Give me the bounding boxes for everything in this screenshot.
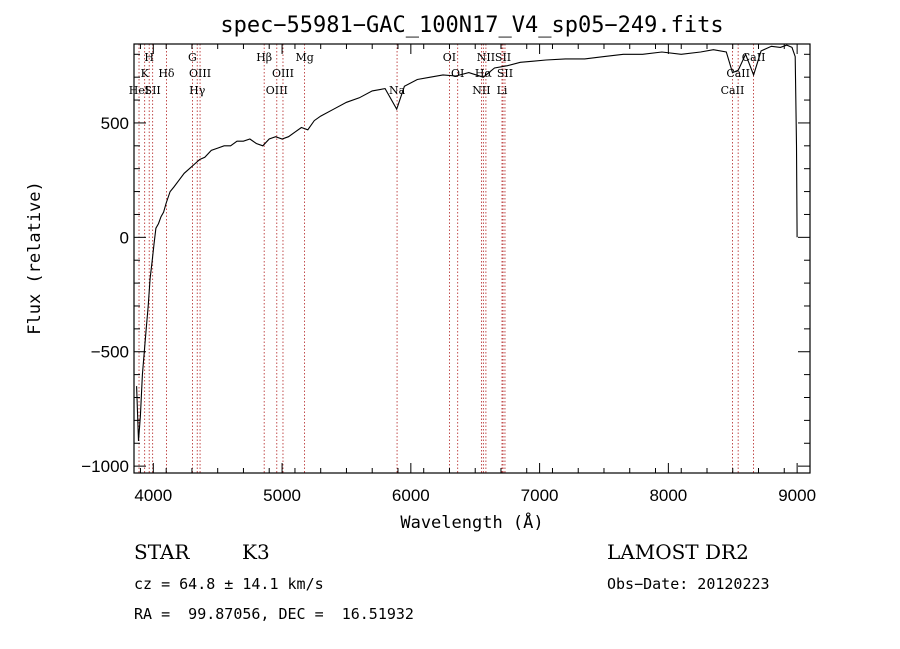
x-tick-label-5: 9000	[778, 486, 816, 505]
line-marker-label-6: Hγ	[189, 84, 206, 97]
plot-frame	[133, 43, 811, 474]
x-tick-label-4: 8000	[649, 486, 687, 505]
line-marker-label-16: Hα	[475, 67, 493, 80]
axis-tick-layer: 4000 5000 6000 7000 8000 9000 −1000 −500 0 500	[81, 44, 816, 505]
x-axis-label: Wavelength (Å)	[400, 511, 543, 533]
line-marker-label-15: NII	[472, 84, 490, 97]
y-tick-label-0: −1000	[81, 457, 129, 476]
line-marker-label-17: NII	[477, 51, 495, 64]
line-marker-layer	[138, 44, 755, 473]
line-marker-label-13: OI	[443, 51, 456, 64]
line-marker-label-0: K	[141, 67, 150, 80]
x-tick-label-0: 4000	[134, 486, 172, 505]
object-type: STAR	[134, 540, 190, 564]
line-marker-label-3: SII	[145, 84, 161, 97]
line-marker-label-18: Li	[497, 84, 508, 97]
y-tick-label-3: 500	[101, 114, 129, 133]
coordinates: RA = 99.87056, DEC = 16.51932	[134, 605, 414, 623]
line-marker-label-1: H	[144, 51, 154, 64]
spectral-subclass: K3	[242, 540, 270, 564]
line-marker-label-4: Hδ	[158, 67, 175, 80]
line-marker-label-11: Mg	[295, 51, 313, 64]
line-marker-label-9: OIII	[266, 84, 288, 97]
line-marker-label-23: CaII	[742, 51, 766, 64]
x-tick-label-2: 6000	[392, 486, 430, 505]
line-marker-label-5: G	[188, 51, 197, 64]
line-marker-label-8: Hβ	[256, 51, 272, 64]
line-marker-label-20: SII	[497, 67, 513, 80]
line-marker-label-14: OI	[451, 67, 464, 80]
line-marker-label-21: CaII	[721, 84, 745, 97]
survey-name: LAMOST DR2	[607, 540, 749, 564]
x-tick-label-1: 5000	[263, 486, 301, 505]
observation-date: Obs−Date: 20120223	[607, 575, 770, 593]
line-label-layer: KHHeISIIHδGHγOIIIHβOIIIOIIIMgNaOIOINIIHα…	[129, 51, 766, 97]
y-axis-label: Flux (relative)	[25, 181, 45, 335]
y-tick-label-2: 0	[120, 228, 129, 247]
redshift-velocity: cz = 64.8 ± 14.1 km/s	[134, 575, 324, 593]
y-tick-label-1: −500	[91, 343, 129, 362]
x-tick-label-3: 7000	[521, 486, 559, 505]
line-marker-label-12: Na	[389, 84, 406, 97]
line-marker-label-7: OIII	[189, 67, 211, 80]
chart-title: spec−55981−GAC_100N17_V4_sp05−249.fits	[220, 13, 723, 38]
spectrum-line	[136, 44, 798, 442]
line-marker-label-19: SII	[495, 51, 511, 64]
line-marker-label-10: OIII	[272, 67, 294, 80]
line-marker-label-2: HeI	[129, 84, 149, 97]
line-marker-label-22: CaII	[726, 67, 750, 80]
